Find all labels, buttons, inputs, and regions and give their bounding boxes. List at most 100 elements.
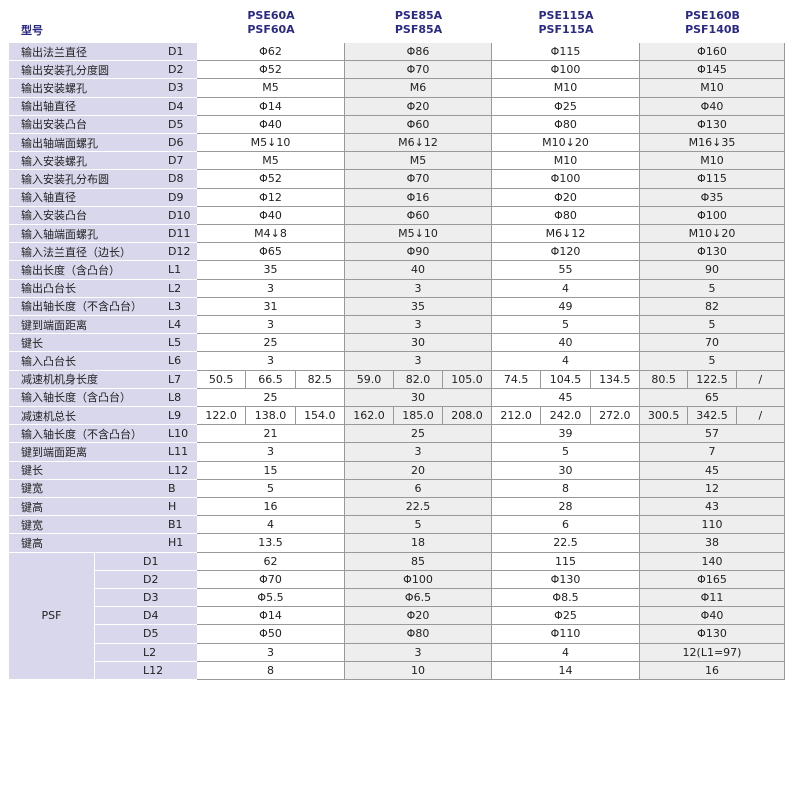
value-cell: 30: [345, 388, 492, 407]
value-cell: 4: [492, 279, 640, 298]
value-cell: 3: [197, 352, 345, 371]
row-label: 键长: [9, 461, 160, 480]
value-cell: 18: [345, 534, 492, 553]
value-cell: 35: [345, 297, 492, 316]
value-cell: 85: [345, 552, 492, 571]
value-cell: 57: [640, 425, 785, 444]
row-code: L2: [95, 643, 197, 662]
value-cell: Φ70: [197, 570, 345, 589]
value-cell: 49: [492, 297, 640, 316]
value-cell: M10: [640, 152, 785, 171]
value-cell: M10↓20: [640, 225, 785, 244]
value-cell: Φ70: [345, 61, 492, 80]
row-code: D8: [160, 170, 197, 189]
row-code: L3: [160, 297, 197, 316]
value-cell: 105.0: [443, 370, 492, 389]
value-cell: 66.5: [246, 370, 296, 389]
value-cell: Φ52: [197, 61, 345, 80]
row-label: 键宽: [9, 516, 160, 535]
value-cell: 5: [640, 279, 785, 298]
row-label: 输入轴长度（含凸台）: [9, 388, 160, 407]
value-cell: Φ35: [640, 188, 785, 207]
value-cell: Φ120: [492, 243, 640, 262]
row-code: D9: [160, 188, 197, 207]
value-cell: 39: [492, 425, 640, 444]
row-label: 键长: [9, 334, 160, 353]
value-cell: 13.5: [197, 534, 345, 553]
value-cell: Φ115: [640, 170, 785, 189]
value-cell: M6↓12: [345, 134, 492, 153]
model-name: PSE160B: [685, 8, 740, 22]
value-cell: 55: [492, 261, 640, 280]
value-cell: 50.5: [197, 370, 247, 389]
value-cell: 5: [197, 479, 345, 498]
value-cell: 28: [492, 498, 640, 517]
model-name: PSF85A: [394, 22, 443, 36]
value-cell: Φ40: [640, 607, 785, 626]
value-cell: 30: [492, 461, 640, 480]
value-cell: Φ70: [345, 170, 492, 189]
value-cell: 25: [345, 425, 492, 444]
value-cell: Φ110: [492, 625, 640, 644]
value-cell: 90: [640, 261, 785, 280]
row-label: 输出轴直径: [9, 97, 160, 116]
row-code: D7: [160, 152, 197, 171]
row-code: D5: [95, 625, 197, 644]
value-cell: Φ86: [345, 43, 492, 62]
row-label: 输入法兰直径（边长）: [9, 243, 160, 262]
row-label: 输出法兰直径: [9, 43, 160, 62]
value-cell: 122.5: [688, 370, 737, 389]
value-cell: 8: [492, 479, 640, 498]
row-label: 键到端面距离: [9, 443, 160, 462]
value-cell: Φ100: [492, 61, 640, 80]
row-code: L6: [160, 352, 197, 371]
value-cell: 5: [345, 516, 492, 535]
value-cell: 45: [492, 388, 640, 407]
value-cell: Φ160: [640, 43, 785, 62]
value-cell: 110: [640, 516, 785, 535]
value-cell: /: [736, 407, 785, 426]
row-code: L9: [160, 407, 197, 426]
value-cell: M5: [197, 79, 345, 98]
row-code: D2: [95, 570, 197, 589]
value-cell: Φ14: [197, 97, 345, 116]
value-cell: M5↓10: [345, 225, 492, 244]
row-label: 输出安装孔分度圆: [9, 61, 160, 80]
row-label: 输入安装凸台: [9, 206, 160, 225]
row-code: L4: [160, 316, 197, 335]
value-cell: Φ130: [640, 243, 785, 262]
model-name: PSF60A: [247, 22, 295, 36]
value-cell: Φ50: [197, 625, 345, 644]
value-cell: Φ100: [345, 570, 492, 589]
value-cell: 12: [640, 479, 785, 498]
row-code: L10: [160, 425, 197, 444]
value-cell: 14: [492, 661, 640, 680]
row-code: L1: [160, 261, 197, 280]
value-cell: 5: [492, 443, 640, 462]
value-cell: Φ100: [640, 206, 785, 225]
row-code: D1: [160, 43, 197, 62]
value-cell: Φ20: [345, 607, 492, 626]
row-label: 输入安装孔分布圆: [9, 170, 160, 189]
value-cell: 4: [492, 643, 640, 662]
value-cell: M5↓10: [197, 134, 345, 153]
row-code: B1: [160, 516, 197, 535]
value-cell: 82.0: [394, 370, 443, 389]
value-cell: 74.5: [492, 370, 542, 389]
value-cell: 15: [197, 461, 345, 480]
value-cell: 3: [345, 352, 492, 371]
value-cell: Φ80: [492, 206, 640, 225]
value-cell: 154.0: [295, 407, 345, 426]
value-cell: Φ6.5: [345, 589, 492, 608]
value-cell: Φ25: [492, 607, 640, 626]
row-code: D10: [160, 206, 197, 225]
row-code: D2: [160, 61, 197, 80]
value-cell: 82.5: [295, 370, 345, 389]
value-cell: Φ165: [640, 570, 785, 589]
value-cell: 59.0: [345, 370, 394, 389]
value-cell: 4: [492, 352, 640, 371]
value-cell: Φ25: [492, 97, 640, 116]
model-name: PSE115A: [538, 8, 594, 22]
row-code: H: [160, 498, 197, 517]
